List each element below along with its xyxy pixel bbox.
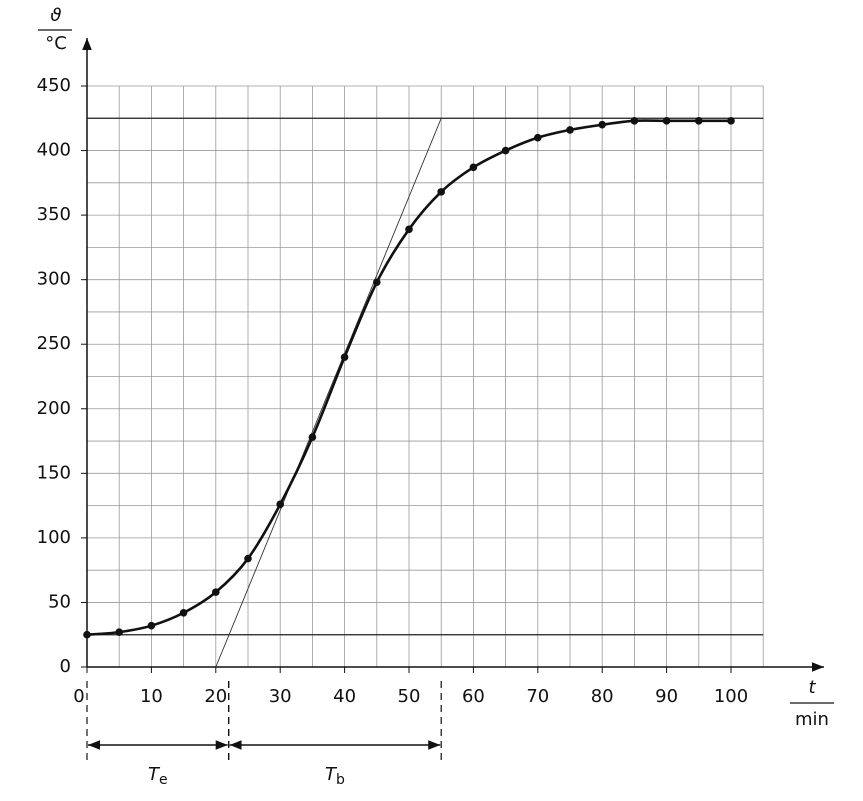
x-tick-label: 80 [591, 686, 614, 707]
data-point [276, 500, 285, 509]
plot [81, 38, 824, 765]
x-tick-label: 0 [73, 686, 84, 707]
x-tick-label: 20 [204, 686, 227, 707]
y-tick-label: 250 [37, 333, 71, 354]
y-tick-label: 450 [37, 75, 71, 96]
annotation-symbol: T [325, 764, 338, 785]
y-tick-label: 200 [37, 398, 71, 419]
y-axis-symbol: ϑ [50, 5, 61, 26]
data-point [83, 630, 91, 639]
y-tick-label: 400 [37, 140, 71, 161]
data-point [501, 146, 510, 155]
data-point [244, 554, 252, 563]
data-point [373, 278, 381, 287]
x-axis-symbol: t [808, 677, 816, 698]
data-point [662, 117, 671, 125]
x-tick-label: 10 [140, 686, 163, 707]
data-point [340, 353, 349, 361]
x-axis-unit: min [795, 709, 829, 730]
x-tick-label: 60 [462, 686, 485, 707]
annotation-symbol: T [148, 764, 161, 785]
data-point [534, 133, 542, 142]
data-point [405, 225, 413, 234]
data-point [469, 163, 478, 172]
tangent-line [215, 118, 442, 668]
y-tick-label: 0 [60, 656, 71, 677]
curve [86, 119, 731, 637]
data-point [437, 188, 446, 196]
data-point [212, 588, 220, 596]
data-point [308, 433, 317, 441]
data-point [630, 117, 639, 125]
annotation-subscript: b [336, 772, 345, 788]
data-point [179, 608, 188, 617]
data-point [598, 120, 606, 129]
x-tick-label: 50 [398, 686, 421, 707]
x-tick-label: 100 [714, 686, 748, 707]
y-axis-unit: °C [45, 33, 67, 54]
data-point [115, 628, 123, 636]
annotation-label: Tb [325, 764, 345, 788]
annotation-label: Te [148, 764, 168, 788]
data-point [566, 126, 574, 134]
x-tick-label: 70 [526, 686, 549, 707]
x-tick-label: 30 [269, 686, 292, 707]
y-tick-label: 50 [48, 591, 71, 612]
y-tick-label: 300 [37, 269, 71, 290]
data-point [695, 117, 703, 125]
annotation-subscript: e [159, 772, 168, 788]
grid [87, 85, 764, 667]
y-tick-label: 100 [37, 527, 71, 548]
x-tick-label: 90 [655, 686, 678, 707]
y-tick-label: 150 [37, 462, 71, 483]
data-point [147, 621, 156, 630]
y-tick-label: 350 [37, 204, 71, 225]
x-tick-label: 40 [333, 686, 356, 707]
data-point [727, 117, 735, 125]
